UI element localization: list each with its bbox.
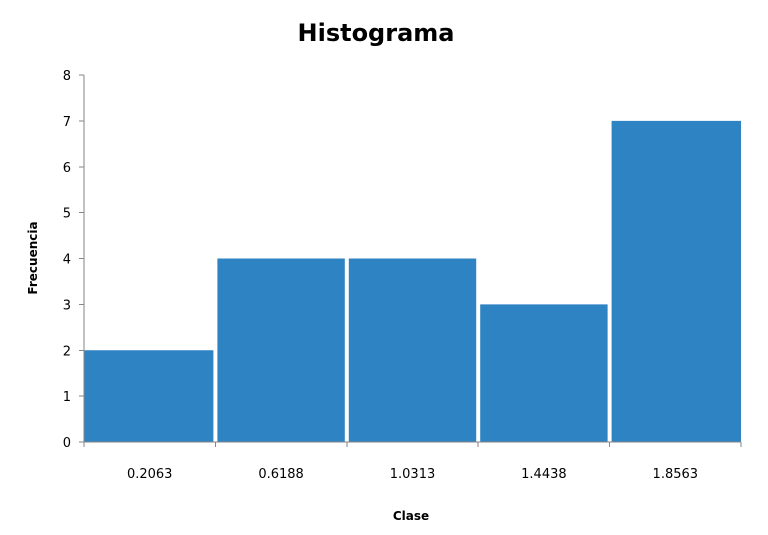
y-tick-label-1: 1: [63, 390, 71, 405]
x-tick-label-0.6188: 0.6188: [258, 467, 304, 482]
chart-title: Histograma: [298, 19, 455, 47]
y-tick-label-7: 7: [63, 115, 71, 130]
bar-0.6188: [217, 258, 345, 442]
x-axis-label: Clase: [393, 509, 429, 523]
y-tick-label-6: 6: [63, 161, 71, 176]
bar-1.8563: [611, 120, 741, 443]
bar-0.2063: [84, 350, 214, 442]
y-tick-label-3: 3: [63, 298, 71, 313]
x-axis: 0.2063 0.6188 1.0313 1.4438 1.8563: [83, 441, 742, 482]
y-tick-label-4: 4: [63, 253, 71, 268]
y-axis-label: Frecuencia: [26, 221, 40, 294]
y-tick-label-2: 2: [63, 344, 71, 359]
x-tick-label-0.2063: 0.2063: [127, 467, 173, 482]
bars-layer: [84, 120, 741, 443]
bar-1.0313: [348, 258, 477, 442]
y-axis: 0 1 2 3 4 5 6 7 8: [63, 69, 85, 451]
x-tick-label-1.8563: 1.8563: [653, 467, 699, 482]
y-tick-label-8: 8: [63, 69, 71, 84]
x-tick-label-1.4438: 1.4438: [521, 467, 567, 482]
x-tick-label-1.0313: 1.0313: [390, 467, 436, 482]
bar-1.4438: [480, 304, 608, 443]
y-tick-label-0: 0: [63, 436, 71, 451]
y-tick-label-5: 5: [63, 207, 71, 222]
